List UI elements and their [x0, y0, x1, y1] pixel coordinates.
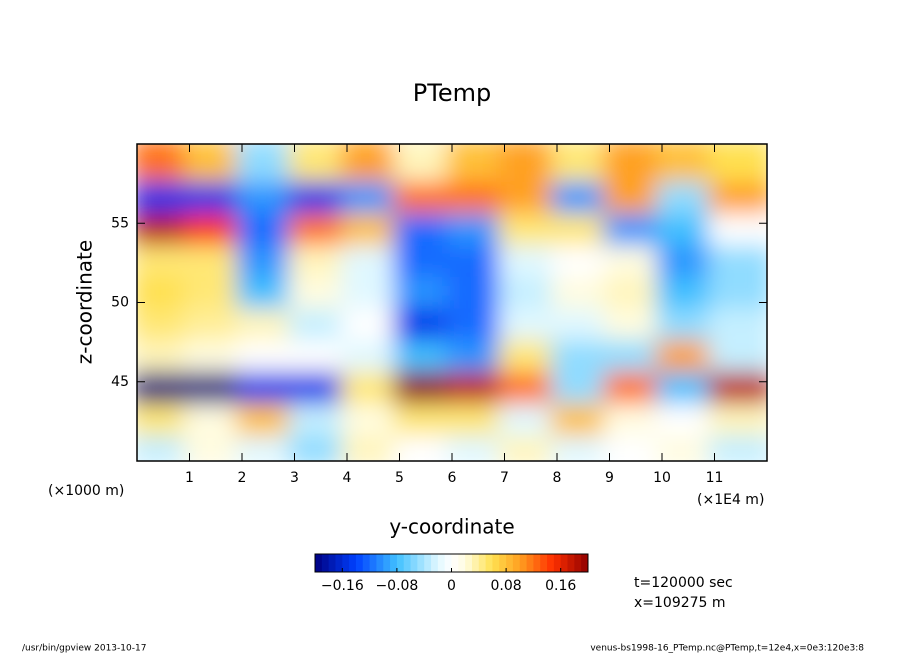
colorbar-segment: [547, 554, 555, 572]
colorbar-segment: [349, 554, 357, 572]
field-cell: [708, 144, 767, 182]
y-tick-label: 45: [111, 374, 129, 390]
colorbar-segment: [478, 554, 487, 572]
colorbar-segment: [458, 554, 466, 572]
x-tick-label: 11: [706, 470, 724, 486]
colorbar-segment: [567, 554, 575, 572]
x-unit: (×1E4 m): [697, 492, 764, 508]
colorbar-segment: [519, 554, 528, 572]
colorbar-segment: [526, 554, 534, 572]
footer: venus-bs1998-16_PTemp.nc@PTemp,t=12e4,x=…: [590, 644, 864, 654]
colorbar-segment: [533, 554, 541, 572]
colorbar-segment: [315, 554, 323, 572]
x-tick-label: 10: [653, 470, 671, 486]
colorbar-segment: [431, 554, 439, 572]
x-tick-label: 2: [238, 470, 247, 486]
colorbar-segment: [342, 554, 350, 572]
colorbar-segment: [417, 554, 425, 572]
colorbar-segment: [396, 554, 405, 572]
colorbar-segment: [355, 554, 364, 572]
x-tick-label: 1: [185, 470, 194, 486]
colorbar: −0.16 −0.08 0 0.08 0.16: [314, 553, 589, 594]
colorbar-segment: [512, 554, 521, 572]
colorbar-segment: [540, 554, 548, 572]
y-tick-label: 55: [111, 215, 129, 231]
colorbar-segment: [574, 554, 582, 572]
colorbar-segment: [383, 554, 391, 572]
colorbar-segment: [321, 554, 330, 572]
colorbar-segment: [465, 554, 473, 572]
colorbar-segment: [560, 554, 569, 572]
footer: /usr/bin/gpview 2013-10-17: [22, 644, 146, 654]
colorbar-tick-label: −0.16: [321, 578, 364, 594]
colorbar-segment: [410, 554, 418, 572]
colorbar-tick-label: 0.16: [545, 578, 576, 594]
annotation: x=109275 m: [634, 595, 726, 611]
annotation: t=120000 sec: [634, 575, 733, 591]
colorbar-segment: [492, 554, 500, 572]
y-axis-label: z-coordinate: [73, 240, 97, 364]
field: [137, 144, 767, 461]
colorbar-segment: [390, 554, 398, 572]
colorbar-segment: [335, 554, 343, 572]
colorbar-segment: [471, 554, 480, 572]
colorbar-segment: [485, 554, 493, 572]
colorbar-segment: [376, 554, 384, 572]
plot-area: [137, 144, 767, 461]
colorbar-segment: [581, 554, 589, 572]
colorbar-segment: [403, 554, 412, 572]
x-tick-label: 4: [343, 470, 352, 486]
colorbar-segment: [451, 554, 459, 572]
y-unit: (×1000 m): [48, 483, 124, 499]
x-tick-label: 8: [553, 470, 562, 486]
x-tick-label: 6: [448, 470, 457, 486]
colorbar-segment: [506, 554, 514, 572]
colorbar-tick-label: −0.08: [375, 578, 418, 594]
colorbar-segment: [362, 554, 371, 572]
colorbar-segment: [424, 554, 432, 572]
colorbar-segment: [499, 554, 507, 572]
colorbar-segment: [444, 554, 452, 572]
x-axis-label: y-coordinate: [389, 515, 514, 539]
colorbar-segment: [328, 554, 336, 572]
colorbar-segment: [553, 554, 562, 572]
colorbar-segment: [369, 554, 377, 572]
y-tick-label: 50: [111, 295, 129, 311]
chart-title: PTemp: [413, 79, 491, 107]
x-tick-label: 7: [500, 470, 509, 486]
colorbar-tick-label: 0.08: [491, 578, 522, 594]
x-tick-label: 5: [395, 470, 404, 486]
x-tick-label: 9: [605, 470, 614, 486]
colorbar-segment: [437, 554, 446, 572]
x-tick-label: 3: [290, 470, 299, 486]
colorbar-tick-label: 0: [447, 578, 456, 594]
